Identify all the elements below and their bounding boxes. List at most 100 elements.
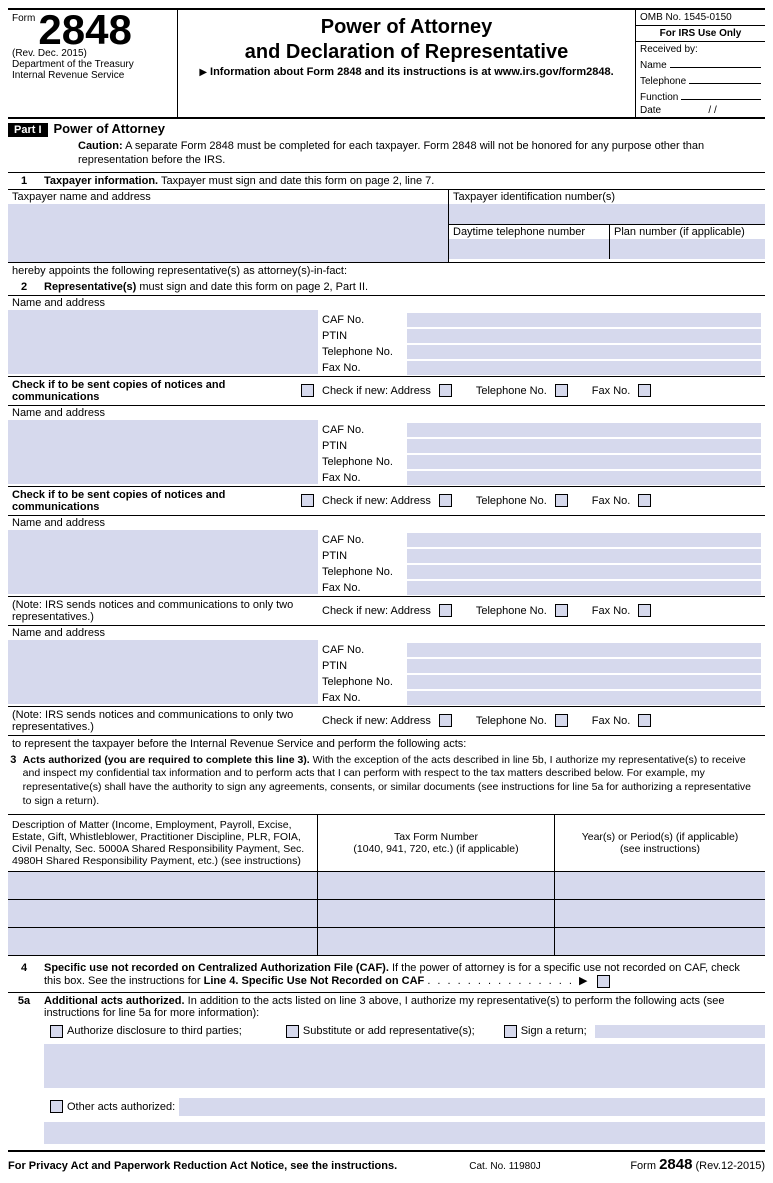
- rep2-tel-label: Telephone No.: [322, 456, 407, 468]
- rep1-name-input[interactable]: [8, 310, 318, 374]
- part-header: Part I Power of Attorney: [8, 121, 765, 137]
- dayphone-input[interactable]: [449, 239, 609, 259]
- rep3-ptin-input[interactable]: [407, 549, 761, 563]
- rep2-caf-input[interactable]: [407, 423, 761, 437]
- rep-block-2: Name and address CAF No. PTIN Telephone …: [8, 405, 765, 515]
- taxpayer-name-input[interactable]: [8, 204, 448, 262]
- opt2-checkbox[interactable]: [286, 1025, 299, 1038]
- rep1-addr-checkbox[interactable]: [439, 384, 452, 397]
- footer-left: For Privacy Act and Paperwork Reduction …: [8, 1160, 415, 1172]
- line-5a: 5a Additional acts authorized. In additi…: [8, 992, 765, 1021]
- rep1-tel-checkbox[interactable]: [555, 384, 568, 397]
- plan-cell: Plan number (if applicable): [610, 225, 765, 259]
- opt1-label: Authorize disclosure to third parties;: [67, 1025, 242, 1037]
- matter-header: Description of Matter (Income, Employmen…: [8, 815, 765, 872]
- plan-input[interactable]: [610, 239, 765, 259]
- rep3-fax-label: Fax No.: [322, 582, 407, 594]
- rep3-tel-label: Telephone No.: [322, 566, 407, 578]
- rep2-copies-checkbox[interactable]: [301, 494, 314, 507]
- name-label: Name: [640, 60, 667, 71]
- rep3-fax-input[interactable]: [407, 581, 761, 595]
- rep3-addr-checkbox[interactable]: [439, 604, 452, 617]
- line-4-checkbox[interactable]: [597, 975, 610, 988]
- tin-cell: Taxpayer identification number(s): [449, 190, 765, 225]
- matter-table: Description of Matter (Income, Employmen…: [8, 814, 765, 956]
- rep2-tel-checkbox[interactable]: [555, 494, 568, 507]
- rep2-fax-input[interactable]: [407, 471, 761, 485]
- rep3-caf-input[interactable]: [407, 533, 761, 547]
- rep4-fax-short: Fax No.: [592, 715, 631, 727]
- rep2-fax-checkbox[interactable]: [638, 494, 651, 507]
- taxpayer-table: Taxpayer name and address Taxpayer ident…: [8, 189, 765, 262]
- rep4-caf-input[interactable]: [407, 643, 761, 657]
- rep3-tel-input[interactable]: [407, 565, 761, 579]
- form-label: Form: [12, 13, 35, 24]
- matter-row-2[interactable]: [8, 900, 765, 928]
- line-5a-options: Authorize disclosure to third parties; S…: [8, 1021, 765, 1144]
- matter-row-1[interactable]: [8, 872, 765, 900]
- telephone-blank[interactable]: [689, 73, 761, 84]
- rep2-ptin-input[interactable]: [407, 439, 761, 453]
- rep2-tel-short: Telephone No.: [476, 495, 547, 507]
- rep-block-3: Name and address CAF No. PTIN Telephone …: [8, 515, 765, 625]
- footer-form-label: Form: [630, 1160, 656, 1172]
- dayphone-cell: Daytime telephone number: [449, 225, 610, 259]
- rep4-ptin-input[interactable]: [407, 659, 761, 673]
- represent-text: to represent the taxpayer before the Int…: [8, 735, 765, 752]
- line-1: 1 Taxpayer information. Taxpayer must si…: [8, 172, 765, 189]
- rep2-checknew-label: Check if new: Address: [322, 495, 431, 507]
- rep1-fax-checkbox[interactable]: [638, 384, 651, 397]
- rep4-addr-checkbox[interactable]: [439, 714, 452, 727]
- function-label: Function: [640, 92, 678, 103]
- rep3-name-input[interactable]: [8, 530, 318, 594]
- opt1-checkbox[interactable]: [50, 1025, 63, 1038]
- line-2-text: Representative(s) must sign and date thi…: [40, 279, 765, 295]
- sign-return-input[interactable]: [595, 1025, 765, 1038]
- line-2: 2 Representative(s) must sign and date t…: [8, 279, 765, 295]
- rep2-tel-input[interactable]: [407, 455, 761, 469]
- rep1-fax-input[interactable]: [407, 361, 761, 375]
- other-input[interactable]: [179, 1098, 765, 1116]
- other-input-2[interactable]: [44, 1122, 765, 1144]
- info-line: Information about Form 2848 and its inst…: [182, 66, 631, 78]
- rep4-fax-label: Fax No.: [322, 692, 407, 704]
- rep2-addr-checkbox[interactable]: [439, 494, 452, 507]
- rep4-tel-input[interactable]: [407, 675, 761, 689]
- rep1-caf-input[interactable]: [407, 313, 761, 327]
- rep1-ptin-input[interactable]: [407, 329, 761, 343]
- additional-acts-input[interactable]: [44, 1044, 765, 1088]
- rep1-tel-label: Telephone No.: [322, 346, 407, 358]
- header-left: Form 2848 (Rev. Dec. 2015) Department of…: [8, 10, 178, 117]
- rep3-note: (Note: IRS sends notices and communicati…: [12, 599, 314, 623]
- rep1-copies-checkbox[interactable]: [301, 384, 314, 397]
- rep2-name-input[interactable]: [8, 420, 318, 484]
- rep3-caf-label: CAF No.: [322, 534, 407, 546]
- rep3-tel-checkbox[interactable]: [555, 604, 568, 617]
- date-sep[interactable]: / /: [664, 105, 761, 116]
- arrow-icon: ▶: [579, 975, 587, 987]
- line-5a-bold: Additional acts authorized.: [44, 995, 185, 1007]
- rep4-fax-input[interactable]: [407, 691, 761, 705]
- part-tag: Part I: [8, 123, 48, 137]
- header-right: OMB No. 1545-0150 For IRS Use Only Recei…: [635, 10, 765, 117]
- rep4-name-input[interactable]: [8, 640, 318, 704]
- rep2-copies-label: Check if to be sent copies of notices an…: [12, 489, 295, 513]
- rep3-fax-checkbox[interactable]: [638, 604, 651, 617]
- taxpayer-name-label: Taxpayer name and address: [8, 190, 448, 204]
- name-blank[interactable]: [670, 57, 761, 68]
- rep1-tel-input[interactable]: [407, 345, 761, 359]
- line-1-text: Taxpayer information. Taxpayer must sign…: [40, 173, 765, 189]
- rep1-tel-short: Telephone No.: [476, 385, 547, 397]
- rep4-fax-checkbox[interactable]: [638, 714, 651, 727]
- other-checkbox[interactable]: [50, 1100, 63, 1113]
- opt3-checkbox[interactable]: [504, 1025, 517, 1038]
- rep1-fax-label: Fax No.: [322, 362, 407, 374]
- function-blank[interactable]: [681, 89, 761, 100]
- part-title: Power of Attorney: [54, 121, 165, 136]
- line-2-rest: must sign and date this form on page 2, …: [139, 281, 368, 293]
- footer: For Privacy Act and Paperwork Reduction …: [8, 1150, 765, 1175]
- tin-input[interactable]: [449, 204, 765, 224]
- matter-row-3[interactable]: [8, 928, 765, 956]
- matter-col1: Description of Matter (Income, Employmen…: [8, 815, 318, 871]
- rep4-tel-checkbox[interactable]: [555, 714, 568, 727]
